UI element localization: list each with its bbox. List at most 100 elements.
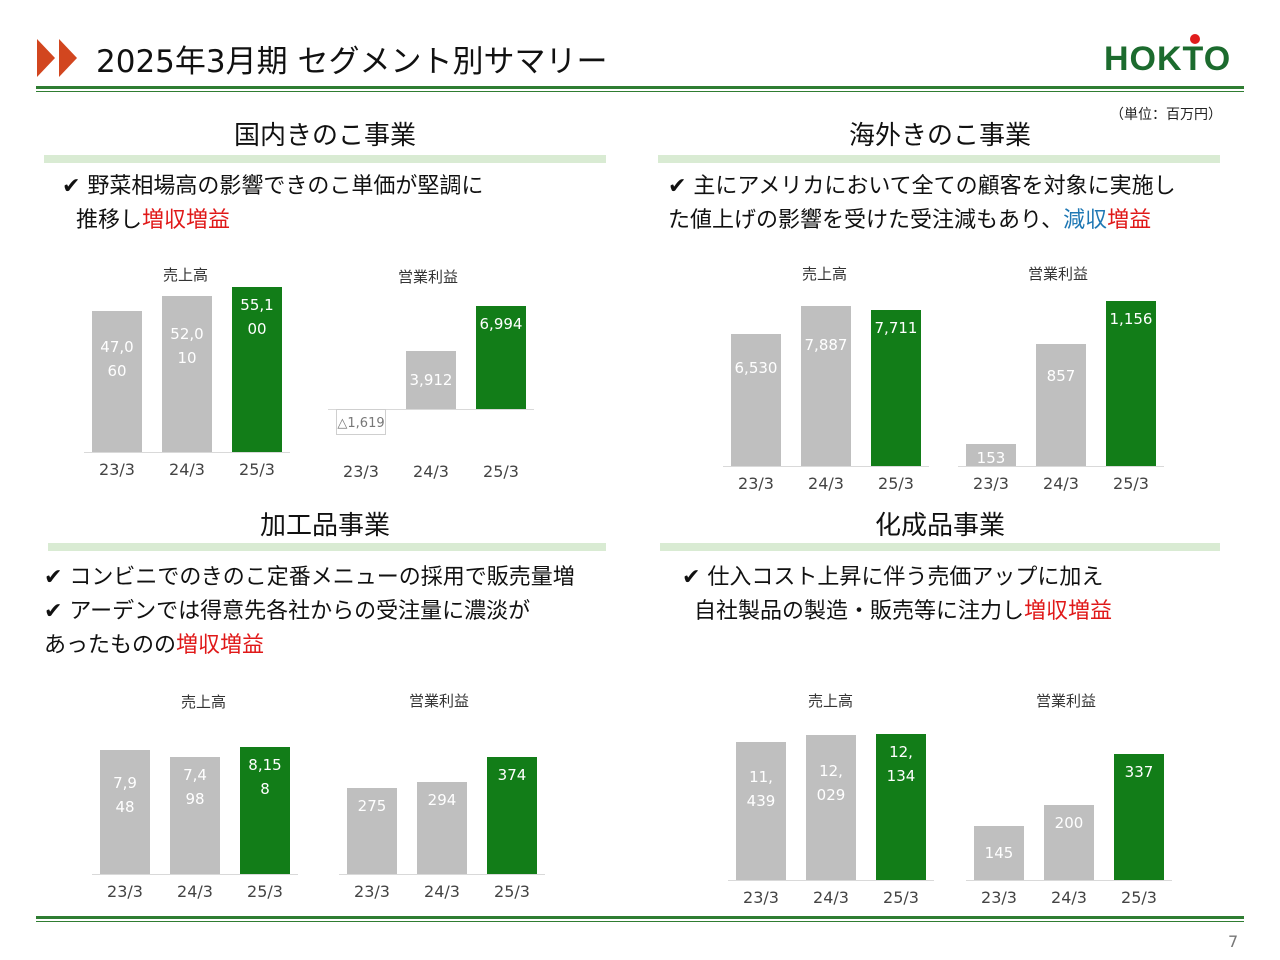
chart-bar <box>1106 301 1156 466</box>
highlight-text: 増収増益 <box>1024 599 1113 624</box>
page-number: 7 <box>1228 932 1239 951</box>
bar-value-label: 153 <box>976 449 1006 467</box>
chart-bar <box>162 296 212 452</box>
chart-x-label: 25/3 <box>1113 474 1149 493</box>
chart-bar <box>347 788 397 874</box>
bar-value-label: 7,948 <box>113 773 137 816</box>
bar-value-label: 3,912 <box>409 371 453 389</box>
header-rule <box>36 86 1244 89</box>
chart-x-label: 23/3 <box>99 460 135 479</box>
chart-x-label: 23/3 <box>743 888 779 907</box>
chart-title: 営業利益 <box>1028 265 1089 283</box>
bar-value-label: 337 <box>1124 763 1154 781</box>
bar-value-label: 11,439 <box>746 768 776 810</box>
segment-heading-bar <box>658 155 1220 163</box>
segment-heading-bar <box>660 543 1220 551</box>
footer-rule <box>36 916 1244 919</box>
segment-heading: 国内きのこ事業 <box>233 121 416 151</box>
bar-value-label: 294 <box>427 791 457 809</box>
chart-axis <box>339 874 545 875</box>
segment-heading: 加工品事業 <box>259 511 390 541</box>
page-title: 2025年3月期 セグメント別サマリー <box>96 44 608 80</box>
chart-bar <box>240 747 290 874</box>
bar-value-label: 7,498 <box>183 766 207 808</box>
chart-bar <box>801 306 851 466</box>
chart-bar <box>974 826 1024 880</box>
segment-description: ✔ 野菜相場高の影響できのこ単価が堅調に 推移し増収増益 <box>62 174 484 233</box>
chart-x-label: 23/3 <box>973 474 1009 493</box>
bar-value-label: △1,619 <box>337 416 385 431</box>
chart-bar <box>806 735 856 880</box>
chart-x-label: 23/3 <box>107 882 143 901</box>
chart-title: 売上高 <box>163 266 209 284</box>
chart-title: 営業利益 <box>398 268 459 286</box>
chart-x-label: 24/3 <box>424 882 460 901</box>
bar-value-label: 6,530 <box>734 359 778 377</box>
bar-value-label: 7,887 <box>804 335 848 354</box>
chart-axis <box>84 452 290 453</box>
highlight-text: 減収 <box>1063 208 1108 233</box>
chart-axis <box>328 409 534 410</box>
segment-heading-bar <box>48 543 606 551</box>
bar-value-label: 55,100 <box>240 296 274 338</box>
chart-axis <box>958 466 1164 467</box>
chart-x-label: 24/3 <box>169 460 205 479</box>
bar-value-label: 857 <box>1046 367 1076 386</box>
chart-bar <box>170 757 220 874</box>
highlight-text: 増益 <box>1107 208 1152 233</box>
chart-axis <box>92 874 298 875</box>
chart-bar <box>487 757 537 874</box>
chart-x-label: 25/3 <box>239 460 275 479</box>
bar-value-label: 12,134 <box>886 743 916 785</box>
segment-description: ✔ コンビニでのきのこ定番メニューの採用で販売量増 ✔ アーデンでは得意先各社か… <box>44 565 575 658</box>
chart-x-label: 24/3 <box>1051 888 1087 907</box>
chart-bar <box>1044 805 1094 880</box>
chart-x-label: 24/3 <box>808 474 844 493</box>
highlight-text: 増収増益 <box>142 208 231 233</box>
chart-bar <box>406 351 456 409</box>
footer-rule-thin <box>36 921 1244 922</box>
chart-bar <box>232 287 282 452</box>
chart-title: 営業利益 <box>409 692 470 710</box>
chart-title: 売上高 <box>802 265 848 283</box>
chart-x-label: 23/3 <box>981 888 1017 907</box>
title-arrow-icon <box>37 39 55 77</box>
unit-note: （単位：百万円） <box>1110 107 1222 123</box>
chart-x-label: 23/3 <box>738 474 774 493</box>
chart-bar <box>871 310 921 466</box>
segment-heading-bar <box>44 155 606 163</box>
bar-value-label: 1,156 <box>1109 310 1153 328</box>
bar-value-label: 52,010 <box>170 325 204 367</box>
chart-bar <box>100 750 150 874</box>
chart-bar <box>1036 344 1086 466</box>
chart-bar <box>417 782 467 874</box>
bar-value-label: 275 <box>357 797 387 815</box>
bar-value-label: 145 <box>984 844 1014 862</box>
chart-x-label: 25/3 <box>878 474 914 493</box>
chart-axis <box>723 466 929 467</box>
hokto-logo: HOKTO <box>1104 34 1231 79</box>
segment-heading: 化成品事業 <box>874 511 1005 541</box>
chart-axis <box>728 880 934 881</box>
chart-x-label: 24/3 <box>177 882 213 901</box>
chart-x-label: 25/3 <box>494 882 530 901</box>
bar-value-label: 374 <box>497 766 527 784</box>
chart-x-label: 24/3 <box>813 888 849 907</box>
chart-title: 売上高 <box>808 692 854 710</box>
chart-x-label: 25/3 <box>247 882 283 901</box>
chart-bar <box>966 444 1016 466</box>
chart-title: 営業利益 <box>1036 692 1097 710</box>
chart-x-label: 25/3 <box>1121 888 1157 907</box>
highlight-text: 増収増益 <box>176 633 265 658</box>
bar-value-label: 8,158 <box>248 756 282 798</box>
header-rule-thin <box>36 91 1244 92</box>
bar-value-label: 47,060 <box>100 337 134 380</box>
chart-x-label: 24/3 <box>1043 474 1079 493</box>
logo-mark-icon <box>1190 34 1200 44</box>
chart-bar <box>1114 754 1164 880</box>
chart-x-label: 25/3 <box>483 462 519 481</box>
bar-value-label: 200 <box>1054 814 1084 832</box>
chart-bar <box>876 734 926 880</box>
chart-bar <box>736 742 786 880</box>
chart-axis <box>966 880 1172 881</box>
